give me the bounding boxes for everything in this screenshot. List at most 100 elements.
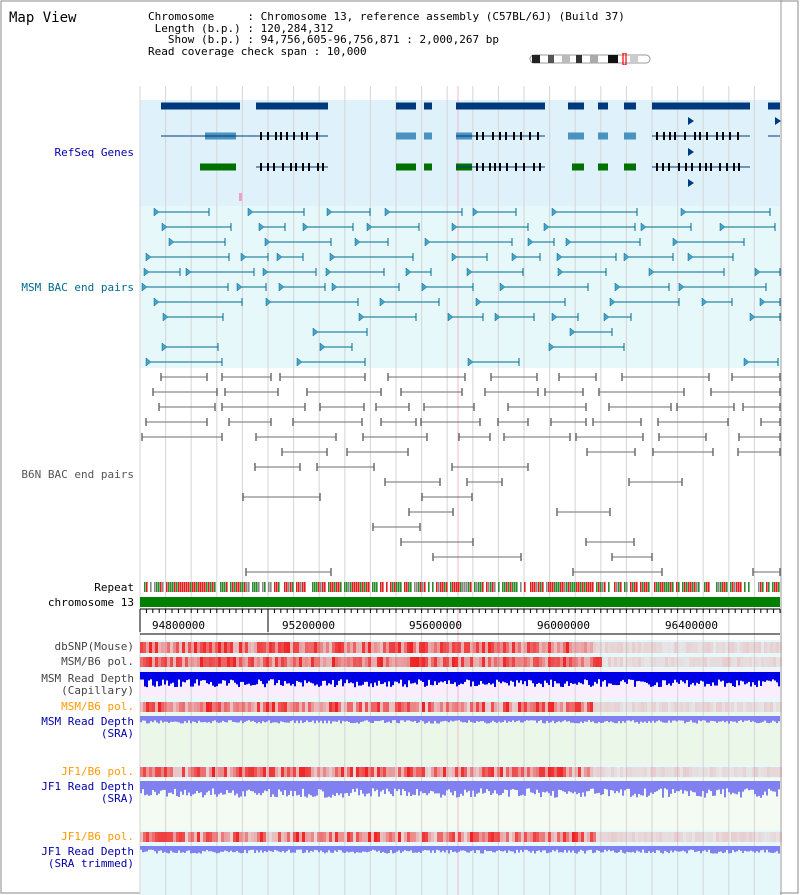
read-depth-bar [680, 672, 682, 681]
read-depth-bar [682, 781, 684, 794]
polymorphism-cell [212, 702, 215, 712]
repeat-element [214, 582, 216, 592]
msm-b6-pol-label[interactable]: MSM/B6 pol. [61, 655, 134, 668]
read-depth-bar [532, 781, 534, 793]
read-depth-bar [530, 672, 532, 681]
repeat-element [564, 582, 566, 592]
read-depth-bar [446, 781, 448, 791]
read-depth-bar [650, 846, 652, 854]
repeat-element [568, 582, 570, 592]
repeat-element [690, 582, 692, 592]
read-depth-bar [752, 716, 754, 722]
read-depth-bar [176, 781, 178, 797]
read-depth-bar [652, 716, 654, 721]
refseq-genes-label[interactable]: RefSeq Genes [54, 146, 134, 159]
polymorphism-cell [617, 832, 620, 842]
polymorphism-cell [641, 767, 644, 777]
polymorphism-cell [734, 767, 737, 777]
b6n-bac-end-pairs-label[interactable]: B6N BAC end pairs [21, 468, 134, 481]
read-depth-bar [630, 672, 632, 680]
read-depth-bar [434, 716, 436, 721]
repeat-element [184, 582, 186, 592]
polymorphism-cell [659, 767, 662, 777]
read-depth-bar [342, 672, 344, 687]
msm-read-depth-sra-label[interactable]: MSM Read Depth (SRA) [41, 715, 134, 740]
msm-b6-pol2-label[interactable]: MSM/B6 pol. [61, 700, 134, 713]
polymorphism-cell [476, 767, 479, 777]
polymorphism-cell [617, 657, 620, 667]
polymorphism-cell [584, 642, 587, 653]
jf1-read-depth-sra-label[interactable]: JF1 Read Depth (SRA) [41, 780, 134, 805]
read-depth-bar [164, 781, 166, 790]
polymorphism-cell [302, 702, 305, 712]
repeat-element [682, 582, 684, 592]
read-depth-bar [372, 846, 374, 850]
polymorphism-cell [503, 702, 506, 712]
read-depth-bar [556, 846, 558, 850]
read-depth-bar [728, 716, 730, 724]
read-depth-bar [554, 846, 556, 852]
polymorphism-cell [176, 832, 179, 842]
read-depth-bar [382, 716, 384, 721]
read-depth-bar [510, 716, 512, 723]
polymorphism-cell [524, 767, 527, 777]
polymorphism-cell [467, 642, 470, 653]
polymorphism-cell [386, 832, 389, 842]
msm-read-depth-capillary-label[interactable]: MSM Read Depth (Capillary) [41, 672, 134, 697]
polymorphism-cell [758, 642, 761, 653]
read-depth-bar [284, 716, 286, 723]
polymorphism-cell [428, 832, 431, 842]
polymorphism-cell [389, 642, 392, 653]
msm-bac-end [319, 342, 326, 352]
read-depth-bar [142, 781, 144, 790]
read-depth-bar [590, 672, 592, 687]
polymorphism-cell [218, 702, 221, 712]
polymorphism-cell [704, 702, 707, 712]
repeat-element [292, 582, 294, 592]
repeat-element [476, 582, 478, 592]
polymorphism-cell [746, 832, 749, 842]
read-depth-bar [576, 846, 578, 854]
read-depth-bar [498, 672, 500, 682]
read-depth-bar [368, 672, 370, 687]
read-depth-bar [526, 781, 528, 789]
msm-bac-end [296, 357, 303, 367]
read-depth-bar [390, 716, 392, 724]
polymorphism-cell [362, 642, 365, 653]
read-depth-bar [172, 846, 174, 853]
gene-exon-tick [322, 163, 324, 171]
polymorphism-cell [572, 767, 575, 777]
dbsnp-label[interactable]: dbSNP(Mouse) [54, 640, 134, 653]
polymorphism-cell [773, 832, 776, 842]
polymorphism-cell [743, 767, 746, 777]
repeat-element [660, 582, 662, 592]
msm-bac-end [162, 312, 169, 322]
polymorphism-cell [758, 832, 761, 842]
read-depth-bar [356, 716, 358, 723]
jf1-read-depth-trimmed-label[interactable]: JF1 Read Depth (SRA trimmed) [41, 845, 134, 870]
read-depth-bar [282, 781, 284, 796]
read-depth-bar [168, 781, 170, 793]
read-depth-bar [670, 846, 672, 851]
polymorphism-cell [653, 657, 656, 667]
read-depth-bar [312, 672, 314, 684]
polymorphism-cell [374, 642, 377, 653]
read-depth-bar [658, 716, 660, 721]
jf1-b6-pol-label[interactable]: JF1/B6 pol. [61, 765, 134, 778]
polymorphism-cell [302, 832, 305, 842]
chromosome-ideogram[interactable] [528, 53, 652, 65]
polymorphism-cell [659, 832, 662, 842]
jf1-b6-pol2-label[interactable]: JF1/B6 pol. [61, 830, 134, 843]
read-depth-bar [380, 716, 382, 721]
read-depth-bar [296, 781, 298, 796]
read-depth-bar [760, 781, 762, 798]
polymorphism-cell [419, 832, 422, 842]
repeat-element [620, 582, 622, 592]
polymorphism-cell [221, 767, 224, 777]
msm-bac-end-pairs-label[interactable]: MSM BAC end pairs [21, 281, 134, 294]
polymorphism-cell [611, 767, 614, 777]
read-depth-bar [646, 781, 648, 798]
repeat-element [442, 582, 444, 592]
read-depth-bar [426, 672, 428, 686]
